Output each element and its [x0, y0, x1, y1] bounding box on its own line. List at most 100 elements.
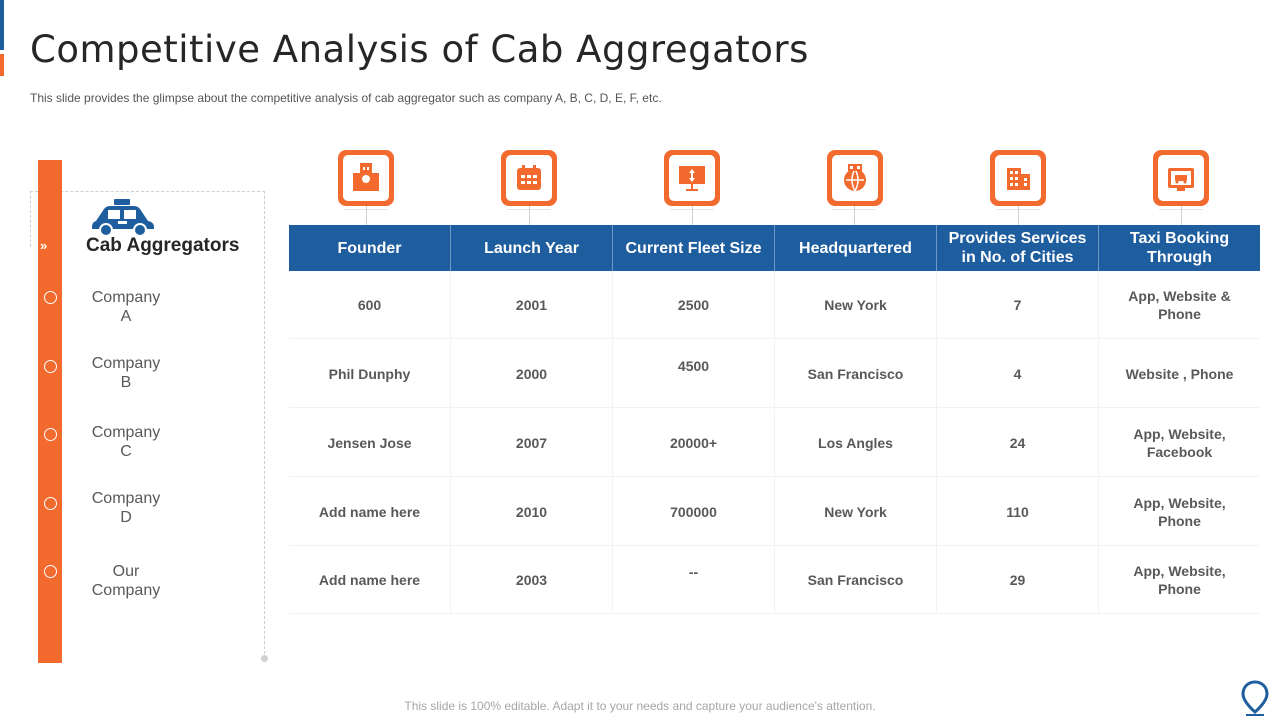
- company-b-line2: B: [120, 374, 132, 391]
- cell-booking-line1: App, Website,: [1133, 425, 1226, 442]
- cab-aggregators-heading: Cab Aggregators: [86, 235, 240, 256]
- cell-founder: Add name here: [289, 546, 451, 613]
- company-d-line1: Company: [91, 490, 161, 507]
- footer-note: This slide is 100% editable. Adapt it to…: [404, 699, 876, 713]
- our-company-line2: Company: [91, 582, 161, 599]
- cell-booking: App, Website, Phone: [1099, 478, 1260, 545]
- company-c-marker: [44, 428, 57, 441]
- cell-booking: App, Website, Phone: [1099, 546, 1260, 613]
- sidebar-orange-strip: [38, 160, 62, 663]
- header-launch-year: Launch Year: [451, 225, 613, 271]
- cell-year: 2003: [451, 546, 613, 613]
- sidebar-dashed-frame: [30, 191, 265, 659]
- sidebar-dashed-frame-left: [30, 191, 31, 247]
- cell-fleet: 2500: [613, 271, 775, 338]
- icon-stem: [854, 206, 855, 225]
- table-row: Add name here 2003 -- San Francisco 29 A…: [289, 546, 1260, 614]
- company-a-line1: Company: [91, 289, 161, 306]
- cell-booking-line1: App, Website,: [1133, 494, 1226, 511]
- cell-hq: San Francisco: [775, 546, 937, 613]
- cell-cities: 4: [937, 340, 1099, 407]
- company-a-marker: [44, 291, 57, 304]
- table-row: Phil Dunphy 2000 4500 San Francisco 4 We…: [289, 340, 1260, 408]
- page-subtitle: This slide provides the glimpse about th…: [30, 91, 662, 105]
- cell-fleet: 4500: [613, 340, 775, 407]
- cell-hq: New York: [775, 478, 937, 545]
- company-a-label: Company A: [82, 288, 170, 326]
- calendar-icon: [501, 150, 557, 206]
- company-d-marker: [44, 497, 57, 510]
- header-founder-text: Founder: [337, 239, 402, 257]
- header-headquartered-text: Headquartered: [799, 239, 912, 257]
- cell-booking-line2: Phone: [1158, 580, 1201, 597]
- table-row: Add name here 2010 700000 New York 110 A…: [289, 478, 1260, 546]
- our-company-marker: [44, 565, 57, 578]
- cell-year: 2001: [451, 271, 613, 338]
- cell-booking-line1: App, Website &: [1128, 287, 1231, 304]
- accent-bar-blue: [0, 0, 4, 50]
- company-d-line2: D: [120, 509, 132, 526]
- cell-founder: Phil Dunphy: [289, 340, 451, 407]
- cell-hq: New York: [775, 271, 937, 338]
- company-b-label: Company B: [82, 354, 170, 392]
- table-row: Jensen Jose 2007 20000+ Los Angles 24 Ap…: [289, 409, 1260, 477]
- cell-cities: 7: [937, 271, 1099, 338]
- cell-booking: Website , Phone: [1099, 340, 1260, 407]
- header-booking-line2: Through: [1147, 249, 1212, 266]
- header-cities-line2: in No. of Cities: [961, 249, 1074, 266]
- company-b-marker: [44, 360, 57, 373]
- cell-cities: 24: [937, 409, 1099, 476]
- cell-booking-line2: Phone: [1158, 512, 1201, 529]
- company-c-line2: C: [120, 443, 132, 460]
- header-cities-line1: Provides Services: [948, 230, 1087, 247]
- icon-stem: [1018, 206, 1019, 225]
- cell-year: 2007: [451, 409, 613, 476]
- icon-stem: [366, 206, 367, 225]
- header-founder: Founder: [289, 225, 451, 271]
- our-company-label: Our Company: [82, 562, 170, 600]
- cell-fleet: 20000+: [613, 409, 775, 476]
- company-b-line1: Company: [91, 355, 161, 372]
- cell-cities: 110: [937, 478, 1099, 545]
- company-a-line2: A: [120, 308, 132, 325]
- cell-fleet: --: [613, 546, 775, 613]
- cell-fleet: 700000: [613, 478, 775, 545]
- cell-founder: Jensen Jose: [289, 409, 451, 476]
- company-c-label: Company C: [82, 423, 170, 461]
- taxi-booking-screen-icon: [1153, 150, 1209, 206]
- cell-booking-line1: Website , Phone: [1125, 365, 1234, 382]
- header-cities: Provides Services in No. of Cities: [937, 225, 1099, 271]
- header-booking-line1: Taxi Booking: [1129, 230, 1230, 247]
- cell-booking-line2: Phone: [1158, 305, 1201, 322]
- accent-bar-orange: [0, 54, 4, 76]
- company-d-label: Company D: [82, 489, 170, 527]
- table-header: Founder Launch Year Current Fleet Size H…: [289, 225, 1260, 271]
- cell-hq: San Francisco: [775, 340, 937, 407]
- table-row: 600 2001 2500 New York 7 App, Website & P…: [289, 271, 1260, 339]
- cell-hq: Los Angles: [775, 409, 937, 476]
- cell-booking: App, Website & Phone: [1099, 271, 1260, 338]
- cell-year: 2000: [451, 340, 613, 407]
- city-buildings-icon: [990, 150, 1046, 206]
- sidebar-frame-dot: [261, 655, 268, 662]
- cell-year: 2010: [451, 478, 613, 545]
- header-launch-year-text: Launch Year: [484, 239, 579, 257]
- header-fleet-size-text: Current Fleet Size: [625, 239, 762, 257]
- cell-booking: App, Website, Facebook: [1099, 409, 1260, 476]
- cell-cities: 29: [937, 546, 1099, 613]
- header-fleet-size: Current Fleet Size: [613, 225, 775, 271]
- cell-booking-line1: App, Website,: [1133, 562, 1226, 579]
- cell-booking-line2: Facebook: [1146, 443, 1213, 460]
- cell-founder: Add name here: [289, 478, 451, 545]
- chevrons-icon: »: [40, 238, 48, 253]
- globe-headquarters-icon: [827, 150, 883, 206]
- company-c-line1: Company: [91, 424, 161, 441]
- icon-stem: [529, 206, 530, 225]
- location-pin-icon: [1241, 680, 1269, 716]
- cell-founder: 600: [289, 271, 451, 338]
- header-headquartered: Headquartered: [775, 225, 937, 271]
- founder-building-icon: [338, 150, 394, 206]
- presentation-icon: [664, 150, 720, 206]
- icon-stem: [692, 206, 693, 225]
- header-booking: Taxi Booking Through: [1099, 225, 1260, 271]
